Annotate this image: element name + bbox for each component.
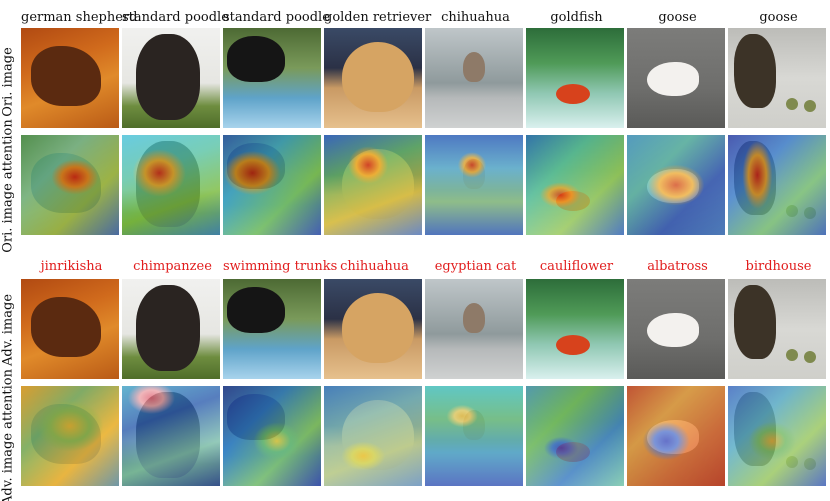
photo-subject	[227, 36, 285, 82]
ori-attention-tile	[627, 135, 725, 235]
ori-attention-tile	[21, 135, 119, 235]
adv-image-tile	[223, 279, 321, 379]
ori-image-tile	[21, 28, 119, 128]
adv-prediction-label: swimming trunks	[223, 259, 338, 274]
photo-scene	[526, 28, 624, 128]
row-label-adv-attention-text: Adv. image attention	[0, 368, 16, 501]
ori-attention-tile	[324, 135, 422, 235]
photo-subject	[463, 52, 485, 82]
adv-prediction-label: chimpanzee	[133, 259, 212, 274]
attention-heatmap	[122, 135, 220, 235]
attention-heatmap	[21, 135, 119, 235]
row-label-ori-image-text: Ori. image	[0, 47, 16, 117]
photo-subject	[31, 297, 101, 357]
attention-heatmap	[324, 386, 422, 486]
ori-image-tile	[526, 28, 624, 128]
adv-prediction-label: cauliflower	[539, 259, 614, 274]
adv-prediction-label: egyptian cat	[434, 259, 517, 274]
ori-attention-tile	[122, 135, 220, 235]
adv-prediction-label: chihuahua	[340, 259, 409, 274]
adv-image-tile	[728, 279, 826, 379]
adv-image-tile	[21, 279, 119, 379]
ori-attention-tile	[425, 135, 523, 235]
attention-heatmap	[223, 386, 321, 486]
attention-heatmap	[21, 386, 119, 486]
ori-prediction-label: standard poodle	[122, 10, 229, 25]
ori-prediction-label: goldfish	[550, 10, 603, 25]
row-label-adv-image-text: Adv. image	[0, 293, 16, 367]
ori-image-tile	[223, 28, 321, 128]
photo-subject	[804, 100, 816, 112]
adv-attention-tile	[324, 386, 422, 486]
adv-image-tile	[324, 279, 422, 379]
attention-heatmap	[223, 135, 321, 235]
adv-prediction-label: jinrikisha	[40, 259, 103, 274]
photo-subject	[647, 62, 699, 96]
photo-subject	[136, 34, 200, 120]
ori-image-tile	[122, 28, 220, 128]
adv-image-tile	[122, 279, 220, 379]
adv-attention-tile	[425, 386, 523, 486]
adv-attention-tile	[627, 386, 725, 486]
photo-scene	[526, 279, 624, 379]
photo-subject	[556, 335, 590, 355]
adv-image-tile	[627, 279, 725, 379]
photo-subject	[463, 303, 485, 333]
ori-attention-tile	[526, 135, 624, 235]
attention-heatmap	[728, 135, 826, 235]
photo-subject	[227, 287, 285, 333]
adv-attention-tile	[223, 386, 321, 486]
adv-attention-tile	[728, 386, 826, 486]
photo-subject	[786, 98, 798, 110]
attention-heatmap	[425, 135, 523, 235]
ori-prediction-label: german shepherd	[21, 10, 138, 25]
adv-attention-tile	[122, 386, 220, 486]
attention-heatmap	[627, 135, 725, 235]
ori-image-tile	[627, 28, 725, 128]
photo-subject	[647, 313, 699, 347]
ori-image-tile	[324, 28, 422, 128]
photo-subject	[342, 42, 414, 112]
adv-image-tile	[526, 279, 624, 379]
adv-attention-tile	[21, 386, 119, 486]
photo-subject	[342, 293, 414, 363]
ori-attention-tile	[223, 135, 321, 235]
attention-heatmap	[122, 386, 220, 486]
ori-attention-tile	[728, 135, 826, 235]
ori-prediction-label: goose	[759, 10, 798, 25]
photo-subject	[804, 351, 816, 363]
photo-subject	[734, 34, 776, 108]
ori-prediction-label: chihuahua	[441, 10, 510, 25]
adv-prediction-label: albatross	[647, 259, 708, 274]
attention-heatmap	[324, 135, 422, 235]
photo-subject	[786, 349, 798, 361]
row-label-ori-attention-text: Ori. image attention	[0, 119, 16, 253]
photo-subject	[31, 46, 101, 106]
attention-heatmap	[627, 386, 725, 486]
adv-image-tile	[425, 279, 523, 379]
attention-heatmap	[728, 386, 826, 486]
ori-prediction-label: goose	[658, 10, 697, 25]
photo-subject	[556, 84, 590, 104]
adv-attention-tile	[526, 386, 624, 486]
ori-prediction-label: standard poodle	[223, 10, 330, 25]
attention-heatmap	[425, 386, 523, 486]
attention-heatmap	[526, 135, 624, 235]
ori-image-tile	[425, 28, 523, 128]
ori-prediction-label: golden retriever	[324, 10, 432, 25]
attention-heatmap	[526, 386, 624, 486]
adv-prediction-label: birdhouse	[745, 259, 812, 274]
photo-subject	[136, 285, 200, 371]
ori-image-tile	[728, 28, 826, 128]
photo-subject	[734, 285, 776, 359]
